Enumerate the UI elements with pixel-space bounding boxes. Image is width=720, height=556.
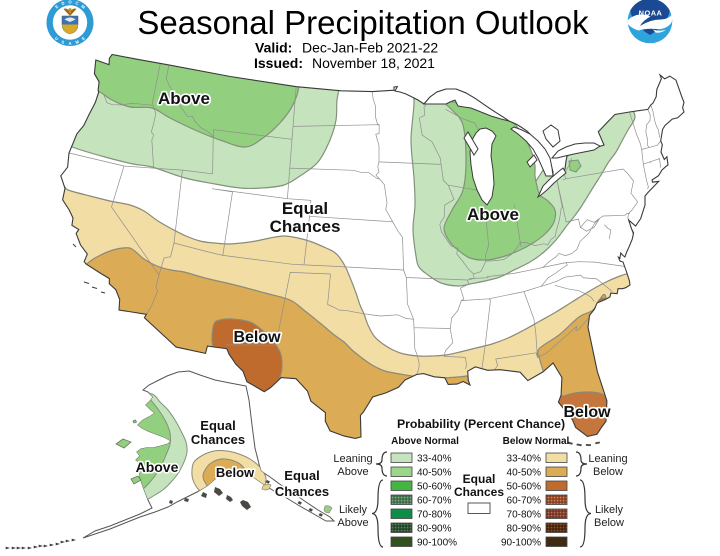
svg-text:Below Normal: Below Normal <box>503 436 570 447</box>
svg-text:Above: Above <box>337 466 368 478</box>
svg-text:50-60%: 50-60% <box>507 482 542 493</box>
svg-text:Above: Above <box>337 517 368 529</box>
svg-text:80-90%: 80-90% <box>507 524 542 535</box>
svg-text:Equal: Equal <box>200 418 235 433</box>
svg-text:Chances: Chances <box>275 484 329 499</box>
svg-text:Above Normal: Above Normal <box>391 436 459 447</box>
svg-text:Chances: Chances <box>454 485 504 499</box>
svg-text:C: C <box>75 0 80 6</box>
svg-text:60-70%: 60-70% <box>417 496 452 507</box>
svg-text:Likely: Likely <box>339 504 368 516</box>
svg-text:D: D <box>61 0 66 6</box>
svg-text:Probability (Percent Chance): Probability (Percent Chance) <box>397 417 565 431</box>
svg-text:Leaning: Leaning <box>333 453 372 465</box>
svg-text:Equal: Equal <box>284 468 319 483</box>
svg-text:NOAA: NOAA <box>639 9 663 18</box>
svg-text:40-50%: 40-50% <box>507 468 542 479</box>
svg-text:Chances: Chances <box>191 432 245 447</box>
svg-text:80-90%: 80-90% <box>417 524 452 535</box>
svg-text:Likely: Likely <box>595 504 624 516</box>
svg-text:U: U <box>54 36 60 42</box>
svg-text:Valid:Dec-Jan-Feb 2021-22: Valid: Dec-Jan-Feb 2021-22 <box>255 40 438 56</box>
svg-text:70-80%: 70-80% <box>507 510 542 521</box>
svg-text:Leaning: Leaning <box>588 453 627 465</box>
svg-text:90-100%: 90-100% <box>501 538 541 549</box>
svg-text:Below: Below <box>593 466 623 478</box>
svg-text:Below: Below <box>233 329 281 346</box>
svg-text:O: O <box>68 0 72 4</box>
svg-text:33-40%: 33-40% <box>417 454 452 465</box>
svg-text:E: E <box>54 4 60 10</box>
svg-text:33-40%: 33-40% <box>507 454 542 465</box>
svg-text:60-70%: 60-70% <box>507 496 542 507</box>
svg-text:Above: Above <box>158 89 210 108</box>
svg-text:Above: Above <box>467 205 519 224</box>
svg-text:Issued:November 18, 2021: Issued: November 18, 2021 <box>254 55 435 71</box>
svg-text:90-100%: 90-100% <box>417 538 457 549</box>
svg-text:40-50%: 40-50% <box>417 468 452 479</box>
svg-text:E: E <box>81 35 87 41</box>
svg-text:Equal: Equal <box>282 199 328 218</box>
svg-text:Below: Below <box>594 517 624 529</box>
svg-text:Below: Below <box>216 465 255 480</box>
svg-text:Seasonal Precipitation Outlook: Seasonal Precipitation Outlook <box>137 4 589 41</box>
svg-text:M: M <box>80 4 86 10</box>
svg-text:70-80%: 70-80% <box>417 510 452 521</box>
svg-text:Equal: Equal <box>463 472 496 486</box>
svg-text:50-60%: 50-60% <box>417 482 452 493</box>
svg-text:A: A <box>68 41 71 46</box>
svg-text:Below: Below <box>563 404 611 421</box>
svg-text:Chances: Chances <box>270 217 341 236</box>
svg-text:S: S <box>61 39 66 45</box>
svg-text:M: M <box>75 39 80 45</box>
svg-text:Above: Above <box>136 459 179 475</box>
